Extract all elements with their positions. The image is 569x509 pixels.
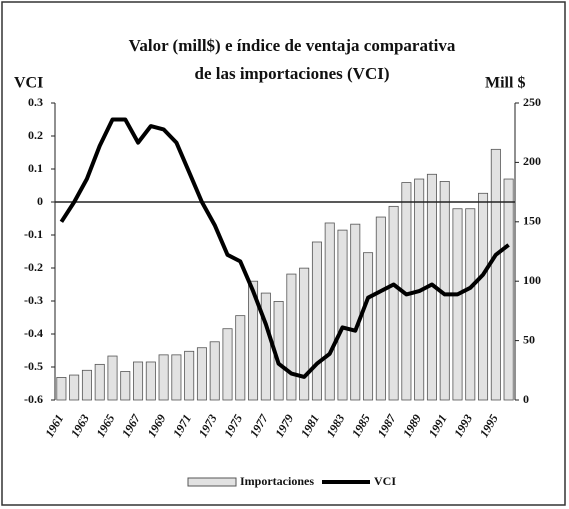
bar	[478, 192, 489, 401]
y2-tick-label: 250	[523, 95, 541, 109]
bar	[311, 241, 322, 401]
bar	[235, 315, 246, 401]
chart-subtitle: de las importaciones (VCI)	[194, 64, 389, 83]
bar	[350, 223, 361, 401]
bar	[503, 178, 514, 401]
bar	[69, 374, 80, 401]
bar	[196, 347, 207, 401]
bar	[452, 208, 463, 401]
bar	[56, 377, 67, 401]
bar	[324, 222, 335, 401]
bar	[363, 252, 374, 401]
bar	[158, 354, 169, 401]
y-tick-label: -0.1	[24, 227, 43, 241]
chart-title: Valor (mill$) e índice de ventaja compar…	[129, 36, 456, 55]
bar	[465, 208, 476, 401]
bar	[286, 273, 297, 401]
y2-tick-label: 200	[523, 154, 541, 168]
bar	[120, 371, 131, 401]
y2-tick-label: 100	[523, 273, 541, 287]
legend-label: Importaciones	[240, 474, 314, 488]
bar	[209, 341, 220, 401]
bar	[299, 267, 310, 401]
y2-axis-label: Mill $	[485, 75, 525, 92]
legend-label: VCI	[374, 474, 396, 488]
bar	[171, 354, 182, 401]
y-tick-label: 0.3	[28, 95, 43, 109]
bar	[260, 292, 271, 401]
bar	[94, 363, 105, 401]
bar	[375, 216, 386, 401]
y2-tick-label: 50	[523, 332, 535, 346]
bar	[81, 369, 92, 401]
y-tick-label: -0.2	[24, 260, 43, 274]
y2-tick-label: 150	[523, 214, 541, 228]
legend-swatch	[187, 477, 237, 487]
bar	[222, 328, 233, 401]
bar	[107, 355, 118, 401]
line	[59, 117, 510, 379]
bar	[145, 361, 156, 401]
y-tick-label: -0.3	[24, 293, 43, 307]
bar	[490, 148, 501, 401]
bar	[337, 229, 348, 401]
y-tick-label: -0.4	[24, 326, 43, 340]
bar	[388, 205, 399, 401]
bar	[133, 361, 144, 401]
bar	[184, 350, 195, 401]
y-tick-label: 0.2	[28, 128, 43, 142]
y-tick-label: 0	[37, 194, 43, 208]
y2-tick-label: 0	[523, 392, 529, 406]
y-tick-label: -0.6	[24, 392, 43, 406]
y-axis-label: VCI	[14, 75, 43, 92]
bar	[248, 280, 259, 401]
y-tick-label: -0.5	[24, 359, 43, 373]
y-tick-label: 0.1	[28, 161, 43, 175]
